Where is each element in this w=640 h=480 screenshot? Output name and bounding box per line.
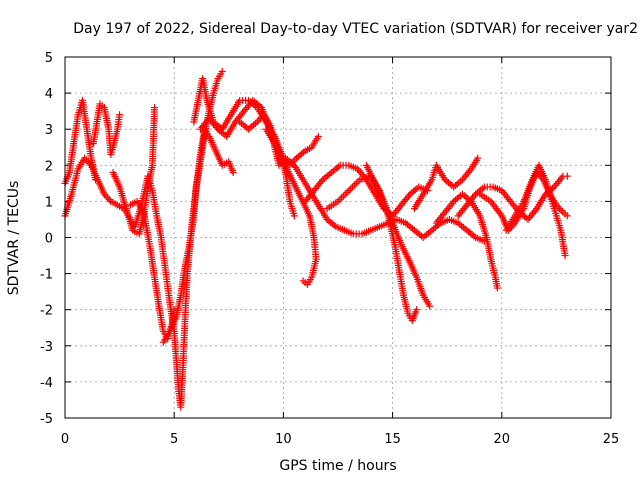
- chart-title: Day 197 of 2022, Sidereal Day-to-day VTE…: [73, 21, 638, 37]
- data-point: [218, 67, 226, 75]
- y-tick-label: -4: [40, 376, 53, 391]
- data-point: [343, 188, 351, 196]
- y-tick-label: -5: [40, 412, 53, 427]
- x-tick-label: 20: [494, 432, 511, 447]
- plot-frame: [64, 56, 612, 419]
- axis-ticks: 0 5 10 15 20 25 -5 -4 -3 -2 -1 0 1 2 3 4 5: [40, 51, 619, 447]
- y-tick-label: 3: [45, 123, 53, 138]
- y-tick-label: -2: [40, 304, 53, 319]
- data-point: [299, 277, 307, 285]
- y-tick-label: 0: [45, 232, 53, 247]
- data-point: [314, 132, 322, 140]
- data-point: [347, 185, 355, 193]
- data-point: [352, 179, 360, 187]
- data-point: [563, 212, 571, 220]
- data-point: [338, 194, 346, 202]
- y-tick-label: -1: [40, 268, 53, 283]
- data-point: [339, 192, 347, 200]
- y-tick-label: 2: [45, 159, 53, 174]
- x-tick-label: 10: [275, 432, 292, 447]
- data-point: [563, 172, 571, 180]
- x-tick-label: 0: [61, 432, 69, 447]
- y-tick-label: 4: [45, 87, 53, 102]
- x-tick-label: 25: [603, 432, 620, 447]
- y-tick-label: -3: [40, 340, 53, 355]
- y-tick-label: 5: [45, 51, 53, 66]
- y-axis-label: SDTVAR / TECUs: [6, 181, 22, 296]
- data-point: [116, 111, 124, 119]
- data-points: [61, 67, 571, 411]
- data-point: [413, 306, 421, 314]
- x-axis-label: GPS time / hours: [279, 458, 396, 474]
- data-point: [336, 196, 344, 204]
- data-point: [341, 190, 349, 198]
- x-tick-label: 5: [170, 432, 178, 447]
- data-point: [229, 169, 237, 177]
- data-point: [345, 187, 353, 195]
- data-point: [151, 104, 159, 112]
- data-point: [493, 284, 501, 292]
- y-tick-label: 1: [45, 195, 53, 210]
- data-point: [350, 181, 358, 189]
- data-point: [349, 183, 357, 191]
- x-tick-label: 15: [384, 432, 401, 447]
- data-point: [561, 252, 569, 260]
- data-point: [290, 212, 298, 220]
- data-point: [474, 154, 482, 162]
- data-point: [426, 302, 434, 310]
- data-point: [104, 194, 112, 202]
